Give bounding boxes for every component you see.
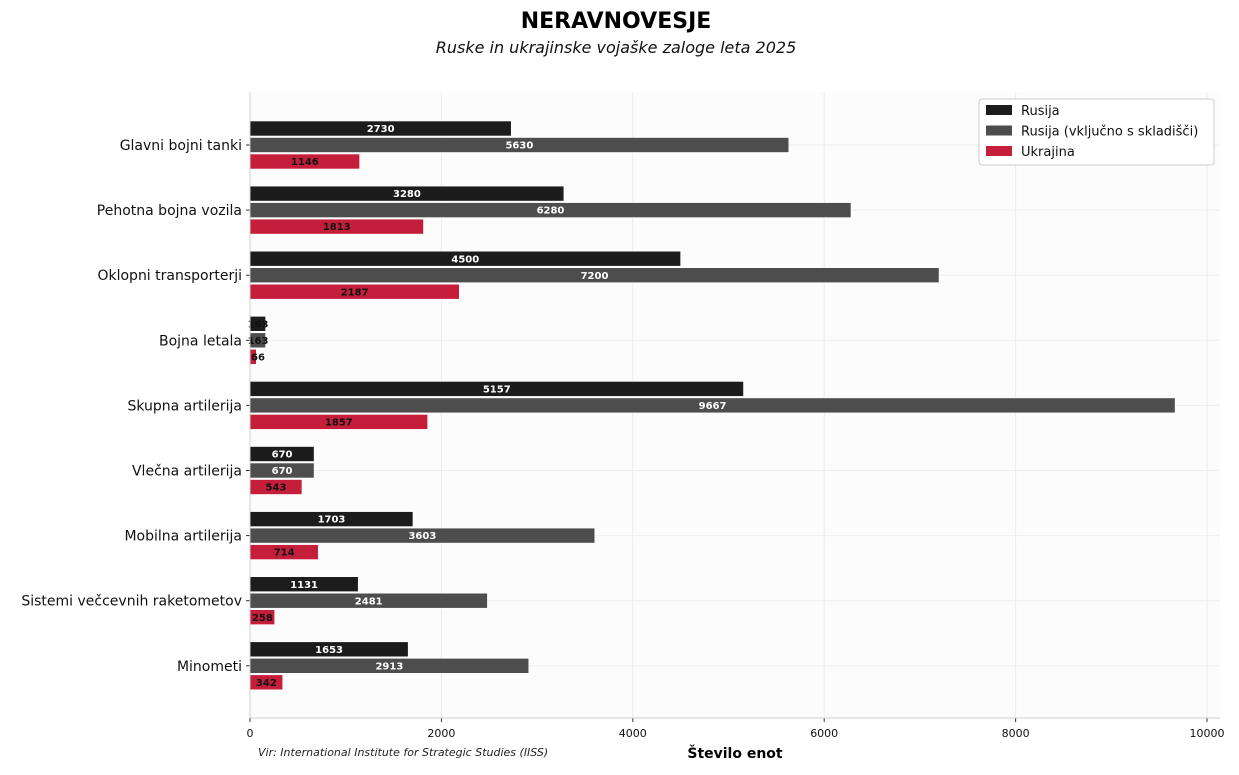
source-note: Vir: International Institute for Strateg… — [258, 746, 548, 759]
category-label: Skupna artilerija — [127, 398, 242, 414]
chart-title: NERAVNOVESJE — [521, 9, 712, 34]
legend-box — [978, 98, 1215, 166]
x-tick-label: 0 — [247, 727, 254, 740]
bar-value-label: 6280 — [537, 206, 565, 217]
x-tick-label: 8000 — [1002, 727, 1030, 740]
category-label: Oklopni transporterji — [97, 268, 242, 284]
bar-value-label: 342 — [256, 678, 277, 689]
category-label: Vlečna artilerija — [132, 464, 242, 480]
category-label: Minometi — [177, 659, 242, 675]
bar-value-label: 2481 — [355, 596, 383, 607]
category-label: Bojna letala — [159, 333, 242, 349]
bar-value-label: 5630 — [505, 141, 533, 152]
x-tick-label: 10000 — [1190, 727, 1225, 740]
bar-value-label: 543 — [266, 483, 287, 494]
category-label: Mobilna artilerija — [124, 529, 242, 545]
category-label: Sistemi večcevnih raketometov — [21, 594, 242, 610]
bar-value-label: 66 — [251, 352, 265, 363]
bar-value-label: 7200 — [581, 271, 609, 282]
x-axis-label: Število enot — [687, 744, 783, 762]
bar-value-label: 3603 — [408, 531, 436, 542]
legend-swatch — [986, 125, 1012, 136]
bar-value-label: 1813 — [323, 222, 351, 233]
legend-label: Rusija — [1021, 104, 1060, 119]
bars: 2730 5630 1146 3280 6280 1813 4500 7200 2187 163 1… — [248, 120, 1176, 691]
legend-swatch — [986, 146, 1012, 156]
bar-value-label: 9667 — [699, 401, 727, 412]
bar-value-label: 4500 — [451, 254, 479, 265]
bar-value-label: 163 — [248, 319, 269, 330]
bar-value-label: 5157 — [483, 385, 511, 396]
bar-value-label: 670 — [272, 466, 293, 477]
bar-value-label: 2913 — [375, 661, 403, 672]
x-tick-label: 2000 — [427, 727, 455, 740]
chart-subtitle: Ruske in ukrajinske vojaške zaloge leta … — [436, 38, 797, 57]
category-label: Glavni bojni tanki — [120, 138, 242, 154]
bar-value-label: 1703 — [318, 515, 346, 526]
category-label: Pehotna bojna vozila — [97, 203, 242, 219]
legend-label: Ukrajina — [1021, 145, 1075, 160]
bar-value-label: 1131 — [290, 580, 318, 591]
legend-label: Rusija (vključno s skladišči) — [1021, 125, 1198, 140]
legend: Rusija Rusija (vključno s skladišči) Ukraj… — [978, 98, 1215, 166]
x-tick-label: 6000 — [810, 727, 838, 740]
x-tick-label: 4000 — [619, 727, 647, 740]
bar-value-label: 2730 — [367, 124, 395, 135]
bar-value-label: 670 — [272, 450, 293, 461]
legend-swatch — [986, 105, 1012, 115]
axes: 0 2000 4000 6000 8000 10000 Glavni bojni tanki… — [21, 92, 1225, 740]
bar-value-label: 1857 — [325, 418, 353, 429]
bar-value-label: 1146 — [291, 157, 319, 168]
bar-value-label: 258 — [252, 613, 273, 624]
bar-value-label: 3280 — [393, 189, 421, 200]
bar-value-label: 714 — [274, 548, 295, 559]
bar-value-label: 163 — [248, 336, 269, 347]
bar-value-label: 2187 — [341, 287, 369, 298]
bar-value-label: 1653 — [315, 645, 343, 656]
